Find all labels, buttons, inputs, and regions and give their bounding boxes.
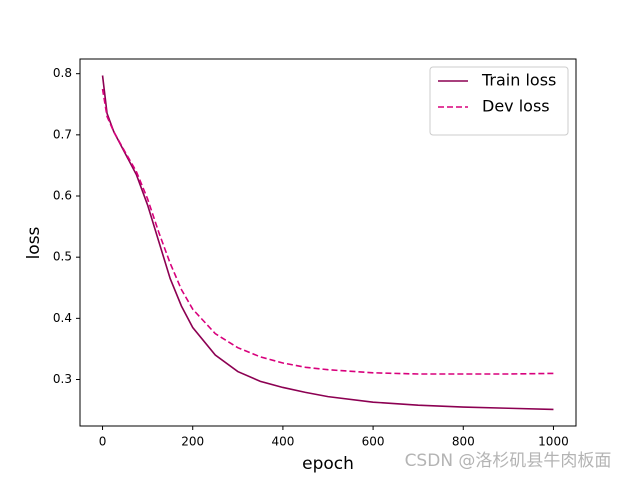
- plot-frame: [79, 58, 577, 427]
- x-tick-label: 1000: [538, 435, 569, 449]
- y-tick-label: 0.6: [53, 189, 72, 203]
- legend-label: Train loss: [481, 71, 556, 90]
- x-tick-label: 400: [271, 435, 294, 449]
- loss-line: [101, 75, 554, 411]
- y-axis-label: loss: [24, 226, 44, 259]
- legend-box: [429, 66, 569, 136]
- y-tick-label: 0.7: [53, 127, 72, 141]
- x-tick-label: 0: [99, 435, 107, 449]
- watermark: CSDN @洛杉矶县牛肉板面: [405, 451, 612, 471]
- x-axis-label: epoch: [302, 454, 354, 474]
- x-tick-label: 600: [362, 435, 385, 449]
- y-tick-label: 0.3: [53, 372, 72, 386]
- y-tick-label: 0.5: [53, 250, 72, 264]
- x-tick-label: 800: [452, 435, 475, 449]
- x-tick-label: 200: [181, 435, 204, 449]
- loss-line: [101, 88, 554, 375]
- y-tick-label: 0.4: [53, 311, 72, 325]
- y-tick-label: 0.8: [53, 66, 72, 80]
- legend-label: Dev loss: [482, 97, 550, 116]
